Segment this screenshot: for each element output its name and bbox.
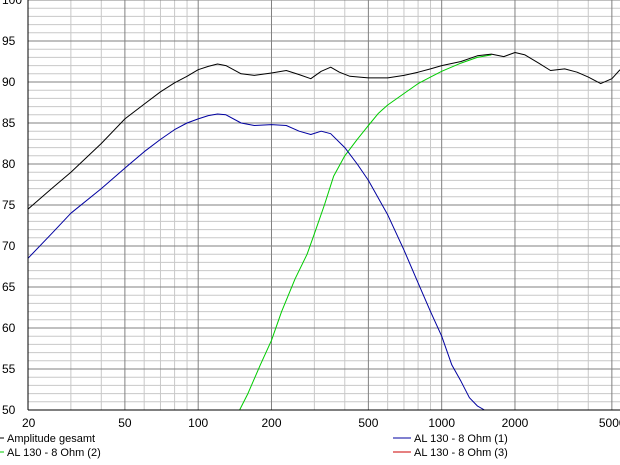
x-tick-label: 500: [358, 416, 378, 430]
x-tick-label: 20: [22, 416, 36, 430]
y-tick-label: 50: [2, 403, 16, 417]
legend: Amplitude gesamt AL 130 - 8 Ohm (2) AL 1…: [0, 433, 508, 459]
x-tick-label: 200: [261, 416, 281, 430]
y-tick-label: 55: [2, 362, 16, 376]
y-tick-label: 100: [2, 0, 22, 7]
y-tick-label: 70: [2, 239, 16, 253]
y-tick-label: 85: [2, 116, 16, 130]
y-tick-label: 95: [2, 34, 16, 48]
y-tick-label: 75: [2, 198, 16, 212]
legend-item-amplitude-gesamt: Amplitude gesamt: [0, 433, 95, 445]
y-tick-labels: 50 55 60 65 70 75 80 85 90 95 100: [2, 0, 22, 417]
legend-label-amplitude-gesamt: Amplitude gesamt: [7, 433, 95, 445]
grid-major: [28, 0, 620, 410]
x-tick-label: 100: [188, 416, 208, 430]
y-tick-label: 90: [2, 75, 16, 89]
series-line-0: [27, 52, 620, 210]
x-tick-label: 2000: [502, 416, 529, 430]
legend-item-al130-3: AL 130 - 8 Ohm (3): [393, 447, 508, 459]
grid-minor: [28, 0, 620, 410]
legend-item-al130-1: AL 130 - 8 Ohm (1): [393, 433, 508, 445]
x-tick-label: 5000: [599, 416, 620, 430]
legend-label-al130-3: AL 130 - 8 Ohm (3): [414, 447, 508, 459]
y-tick-label: 80: [2, 157, 16, 171]
x-tick-labels: 20 50 100 200 500 1000 2000 5000: [22, 416, 620, 430]
x-tick-label: 50: [118, 416, 132, 430]
x-tick-label: 1000: [428, 416, 455, 430]
y-tick-label: 65: [2, 280, 16, 294]
legend-label-al130-1: AL 130 - 8 Ohm (1): [414, 433, 508, 445]
legend-label-al130-2: AL 130 - 8 Ohm (2): [7, 447, 101, 459]
y-tick-label: 60: [2, 321, 16, 335]
series-line-2: [28, 54, 492, 411]
series-line-1: [27, 113, 620, 411]
series-layer: [27, 52, 620, 411]
legend-item-al130-2: AL 130 - 8 Ohm (2): [0, 447, 101, 459]
